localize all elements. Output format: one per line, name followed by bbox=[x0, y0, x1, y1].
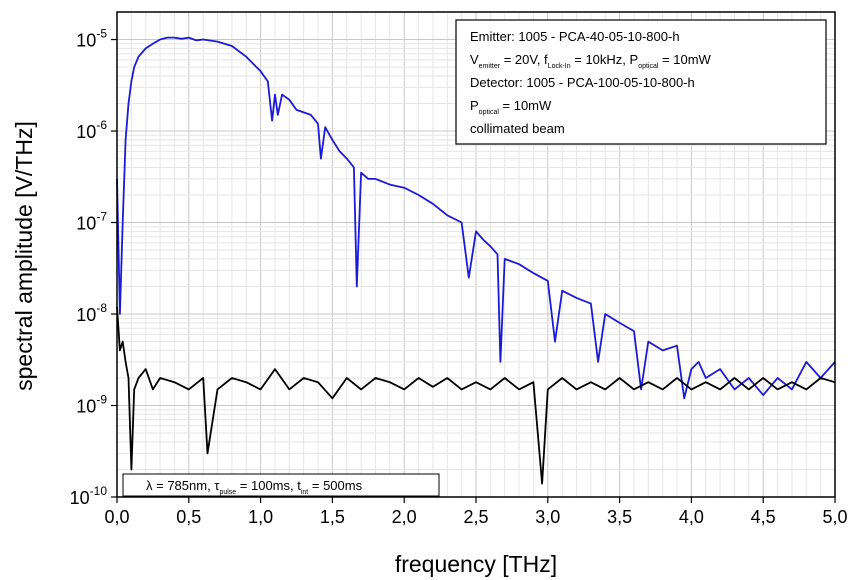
legend-power: Poptical = 10mW bbox=[470, 98, 552, 116]
x-axis-label: frequency [THz] bbox=[395, 551, 557, 577]
legend-beam: collimated beam bbox=[470, 121, 565, 136]
x-tick-label: 4,0 bbox=[679, 507, 704, 527]
x-tick-label: 2,0 bbox=[392, 507, 417, 527]
x-tick-label: 0,5 bbox=[176, 507, 201, 527]
legend: Emitter: 1005 - PCA-40-05-10-800-h Vemit… bbox=[455, 19, 827, 145]
x-tick-label: 0,0 bbox=[104, 507, 129, 527]
annotation-box bbox=[122, 473, 440, 497]
y-tick-labels: 10-10 10-9 10-8 10-7 10-6 10-5 bbox=[70, 27, 108, 508]
legend-params: Vemitter = 20V, fLock-In = 10kHz, Poptic… bbox=[470, 52, 712, 70]
y-tick-label: 10-8 bbox=[76, 301, 107, 325]
series-line-1 bbox=[116, 36, 836, 400]
x-tick-label: 5,0 bbox=[822, 507, 847, 527]
y-tick-label: 10-5 bbox=[76, 27, 107, 51]
legend-emitter: Emitter: 1005 - PCA-40-05-10-800-h bbox=[470, 29, 680, 44]
y-tick-label: 10-9 bbox=[76, 393, 107, 417]
x-tick-label: 3,0 bbox=[535, 507, 560, 527]
y-tick-label: 10-6 bbox=[76, 118, 107, 142]
tick-marks bbox=[111, 38, 836, 503]
legend-detector: Detector: 1005 - PCA-100-05-10-800-h bbox=[470, 75, 695, 90]
x-tick-label: 2,5 bbox=[463, 507, 488, 527]
x-tick-label: 3,5 bbox=[607, 507, 632, 527]
annotation-text: λ = 785nm, τpulse = 100ms, tint = 500ms bbox=[146, 478, 363, 496]
x-tick-labels: 0,0 0,5 1,0 1,5 2,0 2,5 3,0 3,5 4,0 4,5 5,0 bbox=[104, 507, 847, 527]
y-tick-label: 10-10 bbox=[70, 484, 108, 508]
x-tick-label: 1,5 bbox=[320, 507, 345, 527]
y-axis-label: spectral amplitude [V/THz] bbox=[11, 121, 37, 391]
x-tick-label: 1,0 bbox=[248, 507, 273, 527]
annotation: λ = 785nm, τpulse = 100ms, tint = 500ms bbox=[122, 473, 440, 497]
y-tick-label: 10-7 bbox=[76, 210, 107, 234]
series-line-2 bbox=[116, 306, 836, 485]
x-tick-label: 4,5 bbox=[751, 507, 776, 527]
legend-box bbox=[455, 19, 827, 145]
series-layer bbox=[116, 36, 836, 485]
